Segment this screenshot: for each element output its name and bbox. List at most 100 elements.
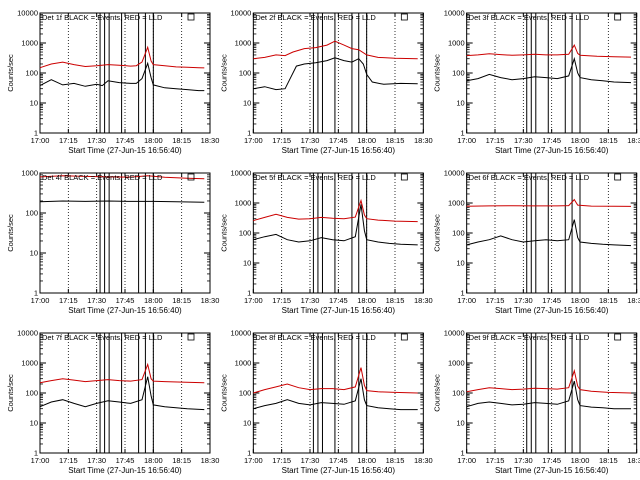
chart-title: Det 3f BLACK = Events, RED = LLD — [469, 13, 590, 22]
y-tick-label: 1000 — [235, 359, 252, 368]
y-tick-label: 10000 — [17, 9, 38, 18]
x-tick-label: 17:30 — [301, 136, 320, 145]
chart-panel-1: 17:00 17:15 17:30 17:45 18:00 18:15 18:30 1 10 10… — [6, 9, 219, 156]
x-axis-label: Start Time (27-Jun-15 16:56:40) — [495, 306, 609, 315]
series-line-lld — [466, 368, 632, 394]
x-axis-label: Start Time (27-Jun-15 16:56:40) — [68, 306, 182, 315]
y-tick-label: 1000 — [448, 39, 465, 48]
x-tick-label: 18:15 — [599, 456, 618, 465]
x-tick-label: 18:30 — [414, 456, 433, 465]
x-tick-label: 17:30 — [514, 456, 533, 465]
x-tick-label: 18:00 — [357, 456, 376, 465]
x-tick-label: 18:15 — [386, 456, 405, 465]
legend-box — [187, 173, 195, 181]
x-axis-label: Start Time (27-Jun-15 16:56:40) — [495, 146, 609, 155]
series-line-events — [466, 219, 632, 247]
y-tick-label: 1 — [34, 449, 38, 458]
x-tick-label: 17:15 — [272, 456, 291, 465]
y-tick-label: 10 — [30, 249, 38, 258]
y-tick-label: 10 — [243, 99, 251, 108]
chart-title: Det 6f BLACK = Events, RED = LLD — [469, 173, 590, 182]
x-tick-label: 17:00 — [457, 456, 476, 465]
chart-panel-3: 17:00 17:15 17:30 17:45 18:00 18:15 18:30 1 10 10… — [433, 9, 640, 156]
y-axis-label: Counts/sec — [219, 214, 228, 252]
x-tick-label: 18:15 — [172, 456, 191, 465]
x-tick-label: 18:30 — [201, 136, 220, 145]
y-tick-label: 1 — [460, 129, 464, 138]
y-tick-label: 1000 — [21, 359, 38, 368]
x-tick-label: 18:00 — [357, 136, 376, 145]
y-tick-label: 1 — [34, 289, 38, 298]
x-tick-label: 18:30 — [201, 296, 220, 305]
series-line-events — [466, 380, 631, 410]
series-line-lld — [39, 362, 205, 384]
series-line-lld — [466, 198, 632, 207]
x-tick-label: 17:00 — [457, 136, 476, 145]
legend-box — [614, 13, 622, 21]
legend-box — [187, 13, 195, 21]
y-tick-label: 1 — [460, 449, 464, 458]
x-tick-label: 17:15 — [59, 136, 78, 145]
chart-panel-5: 17:00 17:15 17:30 17:45 18:00 18:15 18:30 1 10 10… — [219, 169, 432, 316]
y-tick-label: 10 — [243, 259, 251, 268]
series-line-events — [253, 57, 418, 91]
legend-box — [400, 13, 408, 21]
chart-title: Det 8f BLACK = Events, RED = LLD — [255, 333, 376, 342]
y-axis-label: Counts/sec — [6, 54, 15, 92]
x-tick-label: 17:15 — [272, 136, 291, 145]
chart-panel-4: 17:00 17:15 17:30 17:45 18:00 18:15 18:30 1 10 10… — [6, 169, 219, 316]
x-tick-label: 18:30 — [414, 296, 433, 305]
chart-panel-8: 17:00 17:15 17:30 17:45 18:00 18:15 18:30 1 10 10… — [219, 329, 432, 476]
x-tick-label: 18:00 — [571, 456, 590, 465]
legend-box — [187, 333, 195, 341]
y-tick-label: 1 — [247, 449, 251, 458]
chart-title: Det 5f BLACK = Events, RED = LLD — [255, 173, 376, 182]
series-line-events — [253, 204, 418, 246]
x-axis-label: Start Time (27-Jun-15 16:56:40) — [68, 146, 182, 155]
x-tick-label: 18:30 — [414, 136, 433, 145]
y-tick-label: 1000 — [235, 39, 252, 48]
series-line-events — [253, 378, 418, 411]
x-tick-label: 17:00 — [457, 296, 476, 305]
x-tick-label: 17:15 — [486, 136, 505, 145]
x-tick-label: 17:45 — [116, 296, 135, 305]
series-line-lld — [39, 45, 205, 69]
x-tick-label: 17:15 — [59, 456, 78, 465]
x-tick-label: 17:30 — [87, 296, 106, 305]
y-tick-label: 100 — [452, 69, 465, 78]
x-tick-label: 18:30 — [627, 136, 640, 145]
series-line-events — [39, 61, 205, 92]
x-tick-label: 18:15 — [172, 136, 191, 145]
y-tick-label: 10000 — [17, 329, 38, 338]
x-tick-label: 17:30 — [514, 296, 533, 305]
y-tick-label: 100 — [239, 389, 252, 398]
y-tick-label: 1000 — [21, 169, 38, 178]
y-tick-label: 10 — [456, 419, 464, 428]
series-line-lld — [253, 198, 418, 223]
y-tick-label: 1000 — [235, 199, 252, 208]
x-tick-label: 18:00 — [144, 136, 163, 145]
x-tick-label: 18:30 — [201, 456, 220, 465]
y-tick-label: 1 — [460, 289, 464, 298]
x-tick-label: 18:00 — [571, 136, 590, 145]
chart-panel-2: 17:00 17:15 17:30 17:45 18:00 18:15 18:30 1 10 10… — [219, 9, 432, 156]
chart-panel-9: 17:00 17:15 17:30 17:45 18:00 18:15 18:30 1 10 10… — [433, 329, 640, 476]
x-tick-label: 17:00 — [244, 136, 263, 145]
x-tick-label: 18:15 — [386, 136, 405, 145]
x-tick-label: 17:00 — [244, 456, 263, 465]
x-tick-label: 17:30 — [87, 136, 106, 145]
x-tick-label: 17:45 — [542, 456, 561, 465]
chart-title: Det 2f BLACK = Events, RED = LLD — [255, 13, 376, 22]
x-tick-label: 17:15 — [272, 296, 291, 305]
y-tick-label: 100 — [25, 209, 38, 218]
x-axis-label: Start Time (27-Jun-15 16:56:40) — [282, 146, 396, 155]
x-tick-label: 18:00 — [357, 296, 376, 305]
y-axis-label: Counts/sec — [433, 214, 442, 252]
series-line-lld — [253, 40, 418, 60]
x-tick-label: 17:15 — [486, 296, 505, 305]
legend-box — [400, 173, 408, 181]
x-tick-label: 17:30 — [301, 456, 320, 465]
x-tick-label: 18:00 — [571, 296, 590, 305]
x-tick-label: 17:45 — [116, 456, 135, 465]
